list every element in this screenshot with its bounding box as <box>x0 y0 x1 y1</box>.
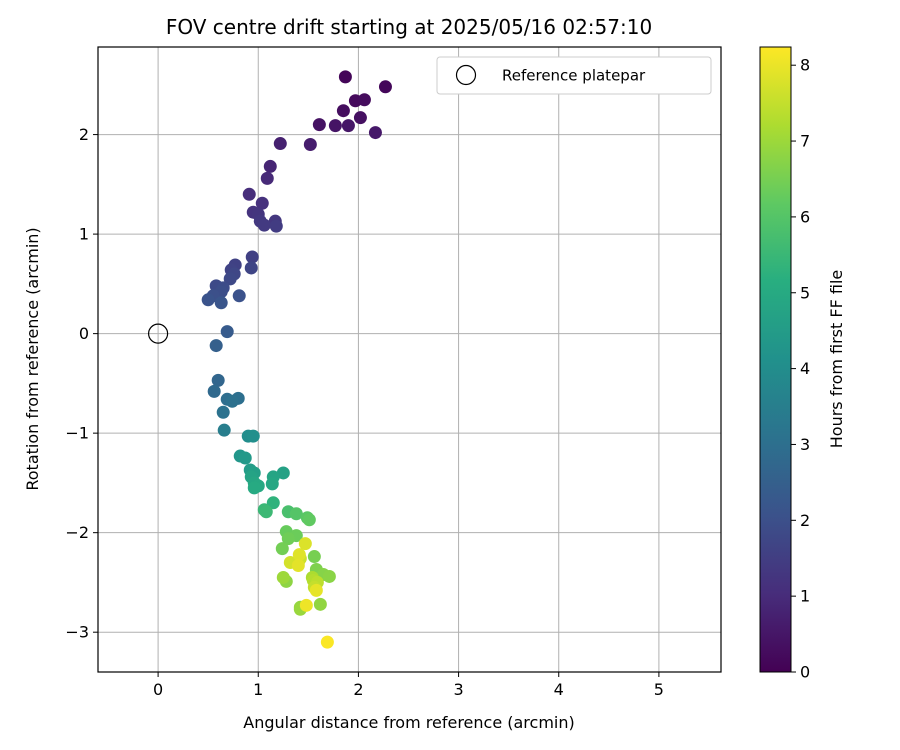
colorbar-tick-label: 7 <box>800 132 810 151</box>
x-axis-label: Angular distance from reference (arcmin) <box>243 713 574 732</box>
scatter-point <box>269 219 283 233</box>
scatter-point <box>309 583 323 597</box>
scatter-point <box>242 187 256 201</box>
legend: Reference platepar <box>436 56 712 95</box>
scatter-point <box>273 137 287 151</box>
scatter-point <box>368 126 382 140</box>
scatter-point <box>245 250 259 264</box>
scatter-point <box>292 548 306 562</box>
scatter-point <box>207 384 221 398</box>
scatter-point <box>291 559 305 573</box>
scatter-point <box>281 532 295 546</box>
scatter-point <box>341 119 355 133</box>
scatter-point <box>328 119 342 133</box>
colorbar-tick-label: 4 <box>800 359 810 378</box>
scatter-point <box>225 394 239 408</box>
colorbar-tick-label: 1 <box>800 587 810 606</box>
scatter-point <box>223 272 237 286</box>
colorbar-tick-label: 2 <box>800 511 810 530</box>
colorbar-gradient <box>759 46 792 673</box>
scatter-point <box>211 373 225 387</box>
scatter-point <box>238 451 252 465</box>
scatter-point <box>298 537 312 551</box>
reference-platepar-marker <box>147 323 169 344</box>
y-tick-label: −2 <box>65 523 89 542</box>
colorbar: 0 1 2 3 4 5 6 7 8 Hours from first FF file <box>759 46 846 682</box>
scatter-point <box>302 513 316 527</box>
scatter-point <box>247 481 261 495</box>
scatter-point <box>357 93 371 107</box>
scatter-point <box>353 111 367 125</box>
chart-title: FOV centre drift starting at 2025/05/16 … <box>166 15 652 39</box>
scatter-point <box>216 405 230 419</box>
x-axis-ticks: 0 1 2 3 4 5 <box>153 672 664 699</box>
grid <box>98 47 721 672</box>
x-tick-label: 5 <box>654 680 664 699</box>
colorbar-tick-label: 8 <box>800 56 810 75</box>
x-tick-label: 1 <box>253 680 263 699</box>
scatter-point <box>275 542 289 556</box>
scatter-point <box>214 296 228 310</box>
x-tick-label: 0 <box>153 680 163 699</box>
scatter-point <box>232 289 246 303</box>
y-tick-label: −1 <box>65 424 89 443</box>
colorbar-tick-label: 0 <box>800 663 810 682</box>
scatter-point <box>307 550 321 564</box>
scatter-point <box>338 70 352 84</box>
scatter-point <box>244 261 258 275</box>
scatter-point <box>276 466 290 480</box>
scatter-point <box>312 118 326 132</box>
legend-label: Reference platepar <box>502 67 646 85</box>
y-axis-ticks: −3 −2 −1 0 1 2 <box>65 125 98 642</box>
colorbar-label: Hours from first FF file <box>827 270 846 449</box>
scatter-point <box>246 429 260 443</box>
scatter-point <box>260 171 274 185</box>
x-tick-label: 2 <box>353 680 363 699</box>
colorbar-tick-label: 5 <box>800 283 810 302</box>
y-tick-label: 0 <box>79 324 89 343</box>
colorbar-tick-label: 6 <box>800 207 810 226</box>
scatter-point <box>336 104 350 118</box>
scatter-point <box>257 218 271 232</box>
scatter-point <box>255 196 269 210</box>
scatter-point <box>313 597 327 611</box>
scatter-point <box>276 570 290 584</box>
scatter-point <box>320 635 334 649</box>
scatter-point <box>259 505 273 519</box>
plot-frame <box>97 46 722 673</box>
y-tick-label: 1 <box>79 225 89 244</box>
scatter-point <box>263 159 277 173</box>
colorbar-ticks: 0 1 2 3 4 5 6 7 8 <box>791 56 810 682</box>
y-axis-label: Rotation from reference (arcmin) <box>23 227 42 490</box>
scatter-points <box>147 70 392 649</box>
scatter-point <box>266 496 280 510</box>
scatter-point <box>220 325 234 339</box>
scatter-point <box>378 80 392 94</box>
x-tick-label: 4 <box>554 680 564 699</box>
scatter-point <box>322 569 336 583</box>
scatter-point <box>299 598 313 612</box>
y-tick-label: −3 <box>65 623 89 642</box>
scatter-point <box>209 339 223 353</box>
colorbar-tick-label: 3 <box>800 435 810 454</box>
y-tick-label: 2 <box>79 125 89 144</box>
scatter-point <box>217 423 231 437</box>
x-tick-label: 3 <box>453 680 463 699</box>
scatter-point <box>265 477 279 491</box>
legend-box <box>436 56 712 95</box>
scatter-point <box>289 507 303 521</box>
legend-marker <box>455 64 477 86</box>
scatter-point <box>303 138 317 152</box>
scatter-point <box>201 293 215 307</box>
